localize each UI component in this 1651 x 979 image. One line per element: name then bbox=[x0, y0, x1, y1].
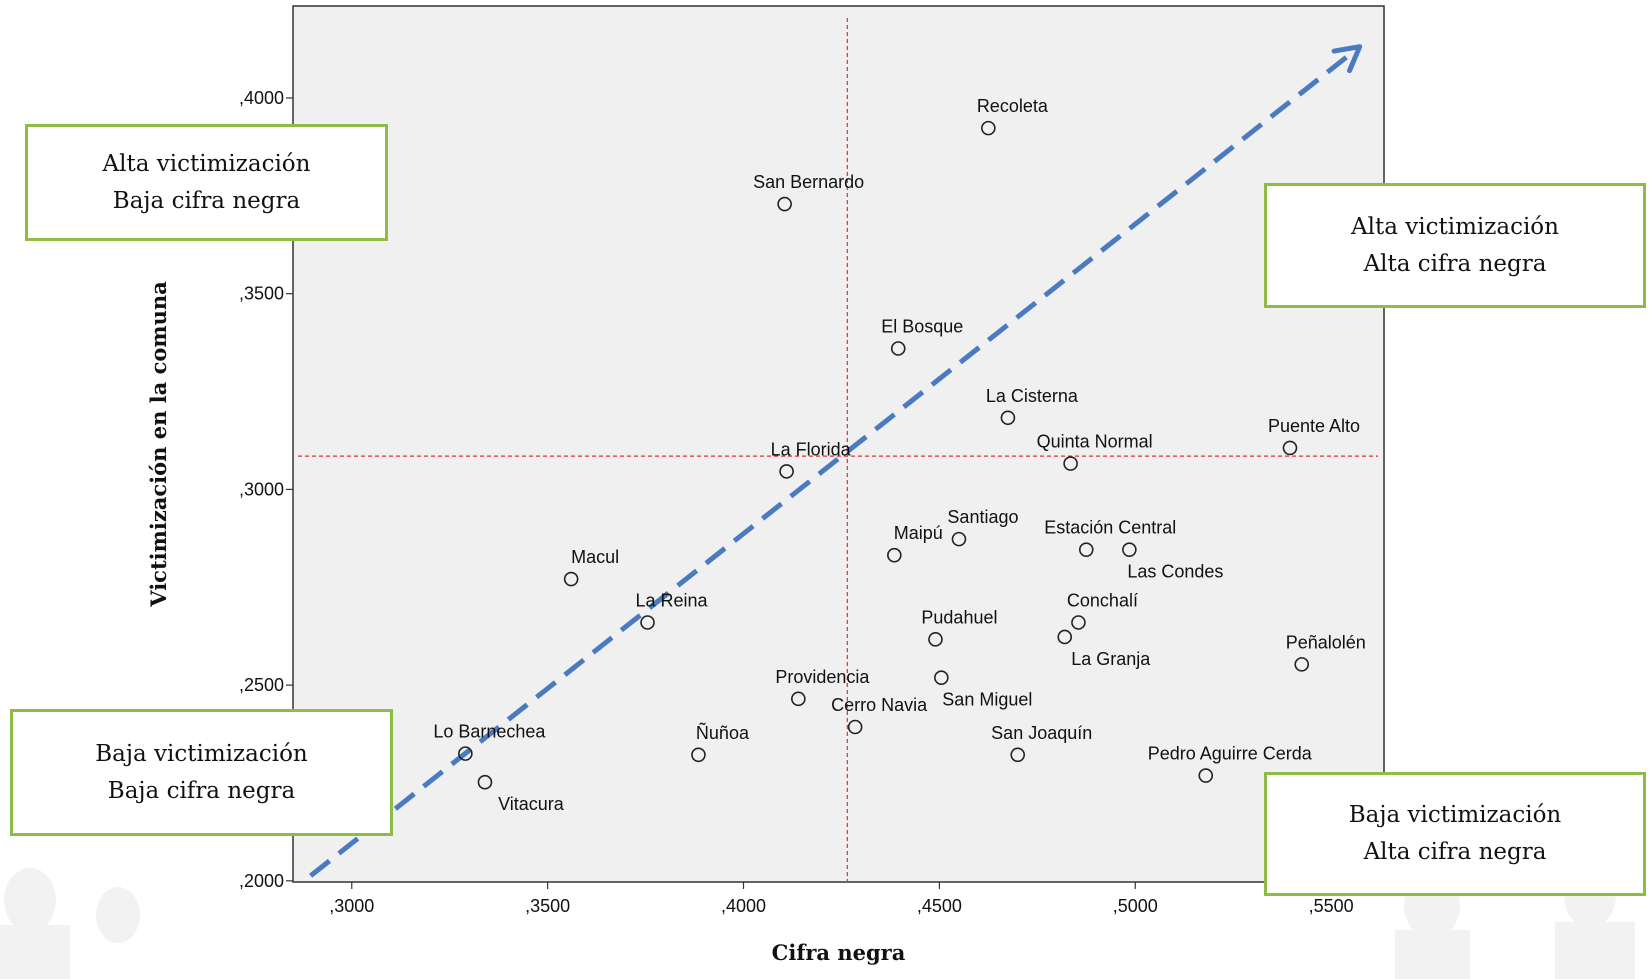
point-label: La Reina bbox=[635, 590, 708, 610]
data-point bbox=[847, 719, 863, 735]
data-point bbox=[691, 747, 706, 763]
point-label: Peñalolén bbox=[1286, 632, 1366, 652]
quadrant-line-1: Baja victimización bbox=[95, 740, 308, 767]
quadrant-label-top-right: Alta victimización Alta cifra negra bbox=[1264, 183, 1646, 308]
quadrant-label-top-left: Alta victimización Baja cifra negra bbox=[25, 124, 388, 241]
point-label: Ñuñoa bbox=[696, 722, 750, 743]
data-point bbox=[458, 746, 473, 761]
trend-arrow bbox=[309, 44, 1363, 878]
x-axis-title: Cifra negra bbox=[772, 940, 906, 965]
point-label: Providencia bbox=[775, 667, 870, 687]
point-label: Cerro Navia bbox=[831, 695, 928, 715]
point-label: San Joaquín bbox=[991, 723, 1092, 743]
x-tick-label: ,4000 bbox=[721, 896, 766, 916]
plot-area bbox=[292, 5, 1385, 883]
point-label: San Miguel bbox=[942, 690, 1032, 710]
data-point bbox=[1198, 768, 1214, 783]
reference-lines bbox=[298, 18, 1378, 882]
data-point bbox=[934, 670, 949, 685]
point-label: Estación Central bbox=[1044, 518, 1176, 538]
data-point bbox=[1000, 410, 1016, 426]
quadrant-line-1: Baja victimización bbox=[1348, 802, 1562, 828]
data-points: Recoleta San Bernardo El Bosque La Cisterna… bbox=[433, 96, 1365, 814]
y-axis-title: Victimización en la comuna bbox=[146, 281, 171, 608]
data-point bbox=[779, 464, 794, 479]
data-point bbox=[1057, 629, 1073, 645]
point-label: La Cisterna bbox=[986, 386, 1079, 406]
x-tick-label: ,4500 bbox=[917, 896, 962, 916]
quadrant-line-1: Alta victimización bbox=[1351, 213, 1559, 240]
point-label: San Bernardo bbox=[753, 172, 864, 192]
trend-arrow-shaft bbox=[309, 48, 1357, 878]
point-label: La Granja bbox=[1071, 649, 1151, 669]
quadrant-label-bottom-right: Baja victimización Alta cifra negra bbox=[1264, 772, 1646, 896]
x-tick-label: ,5000 bbox=[1113, 896, 1158, 916]
point-label: Macul bbox=[571, 547, 619, 567]
quadrant-line-2: Alta cifra negra bbox=[1363, 250, 1547, 277]
data-point bbox=[791, 691, 806, 707]
point-label: Maipú bbox=[894, 523, 943, 543]
point-label: Vitacura bbox=[498, 794, 565, 814]
quadrant-line-1: Alta victimización bbox=[102, 150, 311, 177]
data-point bbox=[887, 547, 902, 563]
axis-ticks: ,3000 ,3500 ,4000 ,4500 ,5000 ,5500 ,2000 ,2500… bbox=[239, 88, 1354, 916]
point-label: Pudahuel bbox=[921, 607, 997, 627]
data-point bbox=[777, 196, 792, 212]
point-label: Pedro Aguirre Cerda bbox=[1148, 744, 1313, 764]
data-point bbox=[1078, 542, 1094, 557]
trend-arrow-head bbox=[1331, 44, 1363, 74]
data-point bbox=[890, 341, 906, 356]
y-tick-label: ,4000 bbox=[239, 88, 284, 108]
point-label: Las Condes bbox=[1127, 562, 1223, 582]
quadrant-line-2: Baja cifra negra bbox=[112, 187, 301, 214]
x-tick-label: ,5500 bbox=[1309, 896, 1354, 916]
point-label: Puente Alto bbox=[1268, 416, 1360, 436]
x-tick-label: ,3500 bbox=[525, 896, 570, 916]
data-point bbox=[563, 571, 579, 587]
data-point bbox=[981, 120, 996, 136]
x-tick-label: ,3000 bbox=[329, 896, 374, 916]
data-point bbox=[1063, 456, 1078, 471]
data-point bbox=[928, 632, 943, 647]
data-point bbox=[1122, 542, 1137, 557]
data-point bbox=[951, 531, 967, 547]
data-point bbox=[1071, 615, 1086, 630]
point-label: El Bosque bbox=[881, 316, 963, 336]
data-point bbox=[1294, 657, 1310, 672]
data-point bbox=[1010, 747, 1026, 763]
y-tick-label: ,2000 bbox=[239, 871, 284, 891]
y-tick-label: ,3000 bbox=[239, 479, 284, 499]
point-label: Quinta Normal bbox=[1037, 432, 1153, 452]
quadrant-line-2: Alta cifra negra bbox=[1363, 839, 1547, 865]
y-tick-label: ,2500 bbox=[239, 675, 284, 695]
point-label: Recoleta bbox=[977, 96, 1049, 116]
quadrant-label-bottom-left: Baja victimización Baja cifra negra bbox=[10, 709, 393, 836]
data-point bbox=[1282, 440, 1298, 456]
point-label: Santiago bbox=[947, 507, 1018, 527]
data-point bbox=[640, 615, 655, 630]
y-tick-label: ,3500 bbox=[239, 284, 284, 304]
data-point bbox=[477, 774, 493, 790]
point-label: Lo Barnechea bbox=[433, 722, 546, 742]
point-label: La Florida bbox=[771, 439, 852, 459]
quadrant-line-2: Baja cifra negra bbox=[107, 777, 296, 804]
point-label: Conchalí bbox=[1067, 590, 1138, 610]
